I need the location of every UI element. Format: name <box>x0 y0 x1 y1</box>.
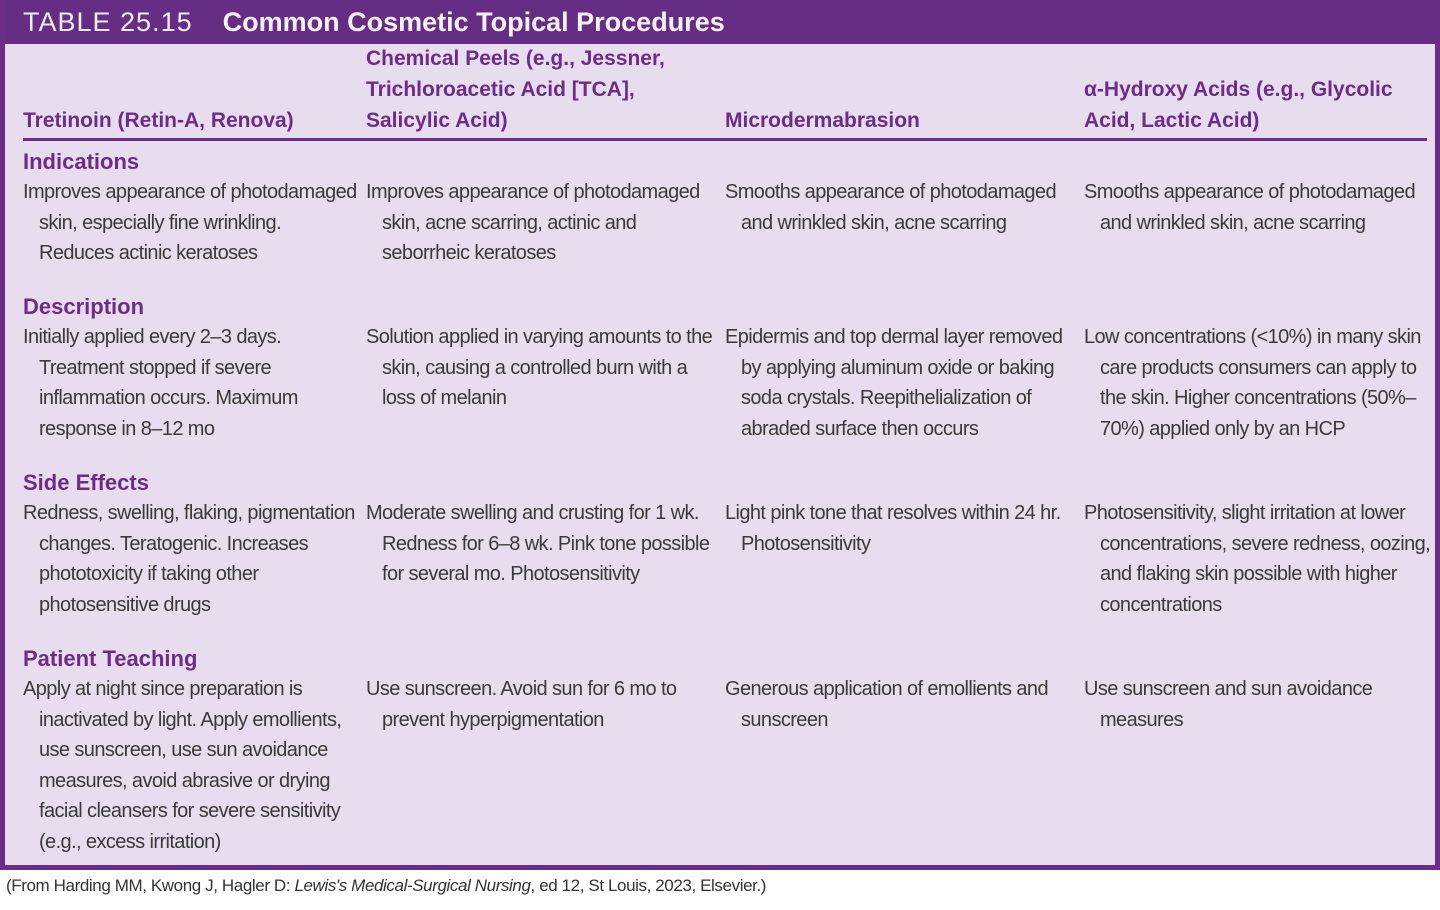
section-description: Description Initially applied every 2–3 … <box>23 292 1427 462</box>
table-cell: Light pink tone that resolves within 24 … <box>725 502 1061 555</box>
citation-prefix: (From Harding MM, Kwong J, Hagler D: <box>6 876 295 895</box>
table-cell: Redness, swelling, flaking, pigmentation… <box>23 502 355 616</box>
table-cell: Use sunscreen and sun avoidance measures <box>1084 678 1373 731</box>
table-cell: Apply at night since preparation is inac… <box>23 678 342 853</box>
section-title: Indications <box>23 149 140 174</box>
section-title: Description <box>23 294 145 319</box>
table-cell: Improves appearance of photodamaged skin… <box>23 181 357 264</box>
table-cell: Low concentrations (<10%) in many skin c… <box>1084 326 1421 440</box>
table-cell: Solution applied in varying amounts to t… <box>366 326 713 409</box>
table-cell: Smooths appearance of photodamaged and w… <box>1084 181 1416 234</box>
table-cell: Epidermis and top dermal layer removed b… <box>725 326 1063 440</box>
table-cell: Moderate swelling and crusting for 1 wk.… <box>366 502 710 585</box>
section-side-effects: Side Effects Redness, swelling, flaking,… <box>23 468 1431 638</box>
table-cell: Improves appearance of photodamaged skin… <box>366 181 700 264</box>
citation-book-title: Lewis's Medical-Surgical Nursing <box>294 876 531 895</box>
column-header-chemical-peels: Chemical Peels (e.g., Jessner, Trichloro… <box>366 47 665 132</box>
table-title-bar: TABLE 25.15 Common Cosmetic Topical Proc… <box>5 0 1440 44</box>
section-patient-teaching: Patient Teaching Apply at night since pr… <box>23 644 1427 864</box>
column-header-tretinoin: Tretinoin (Retin-A, Renova) <box>23 109 294 132</box>
column-header-microdermabrasion: Microdermabrasion <box>725 109 920 132</box>
table-cell: Photosensitivity, slight irritation at l… <box>1084 502 1431 616</box>
table-number: TABLE 25.15 <box>23 6 193 37</box>
table-cell: Use sunscreen. Avoid sun for 6 mo to pre… <box>366 678 677 731</box>
table-cell: Generous application of emollients and s… <box>725 678 1049 731</box>
table-title: Common Cosmetic Topical Procedures <box>222 6 725 37</box>
citation-suffix: , ed 12, St Louis, 2023, Elsevier.) <box>530 876 767 895</box>
section-title: Side Effects <box>23 470 149 495</box>
table-cell: Smooths appearance of photodamaged and w… <box>725 181 1057 234</box>
section-title: Patient Teaching <box>23 646 198 671</box>
source-citation: (From Harding MM, Kwong J, Hagler D: Lew… <box>6 876 766 896</box>
section-indications: Indications Improves appearance of photo… <box>23 147 1427 287</box>
table-frame: TABLE 25.15 Common Cosmetic Topical Proc… <box>0 0 1440 870</box>
column-header-row: Tretinoin (Retin-A, Renova) Chemical Pee… <box>23 44 1427 141</box>
table-cell: Initially applied every 2–3 days. Treatm… <box>23 326 298 440</box>
column-header-hydroxy-acids: α-Hydroxy Acids (e.g., Glycolic Acid, La… <box>1084 78 1393 132</box>
